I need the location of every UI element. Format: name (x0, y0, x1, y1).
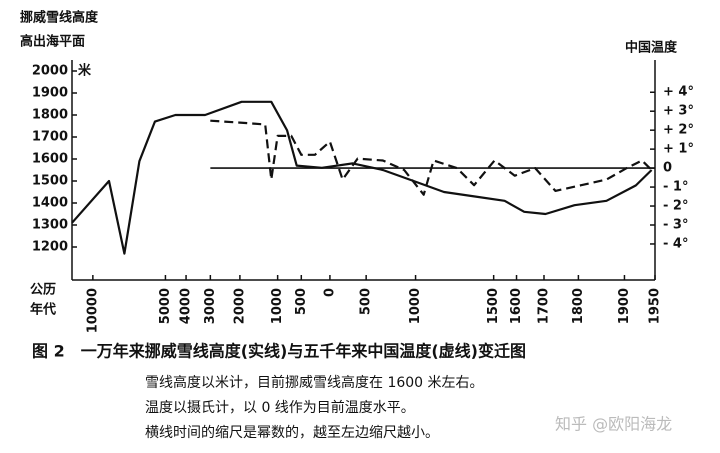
x-tick-label: 4000 (179, 288, 194, 324)
series-line (210, 119, 653, 196)
x-tick-label: 10000 (85, 288, 100, 333)
note: 横线时间的缩尺是幂数的，越至左边缩尺越小。 (145, 425, 439, 441)
y2-tick-label: + 4° (663, 85, 694, 100)
x-tick-label: 1950 (648, 288, 663, 324)
x-tick-label: 0 (322, 288, 337, 297)
watermark: 知乎 @欧阳海龙 (555, 415, 672, 434)
x-tick-label: 1000 (408, 288, 423, 324)
x-tick-label: 1000 (270, 288, 285, 324)
y2-tick-label: - 3° (663, 218, 688, 233)
y2-tick-label: - 4° (663, 236, 688, 251)
x-tick-label: 5000 (158, 288, 173, 324)
x-tick-label: 3000 (203, 288, 218, 324)
y-tick-label: 1800 (32, 108, 68, 123)
y2-tick-label: + 3° (663, 104, 694, 119)
y2-label: 中国温度 (625, 40, 678, 56)
x-tick-label: 1900 (617, 288, 632, 324)
note: 雪线高度以米计，目前挪威雪线高度在 1600 米左右。 (145, 374, 484, 391)
y-tick-label: 1300 (32, 218, 68, 233)
x-tick-label: 2000 (232, 288, 247, 324)
y-tick-label: 2000 (32, 64, 68, 79)
y-tick-label: 1700 (32, 130, 68, 145)
x-label: 年代 (30, 302, 56, 318)
x-tick-label: 1700 (536, 288, 551, 324)
caption: 图 2 一万年来挪威雪线高度(实线)与五千年来中国温度(虚线)变迁图 (32, 342, 526, 361)
y2-tick-label: 0 (663, 161, 672, 176)
y-unit: 米 (78, 63, 92, 79)
y-tick-label: 1200 (32, 240, 68, 255)
x-tick-label: 500 (359, 288, 374, 315)
y2-tick-label: - 2° (663, 199, 688, 214)
x-tick-label: 1600 (509, 288, 524, 324)
y-tick-label: 1400 (32, 196, 68, 211)
x-tick-label: 1500 (486, 288, 501, 324)
y-label: 高出海平面 (20, 34, 85, 50)
x-tick-label: 1800 (571, 288, 586, 324)
note: 温度以摄氏计，以 0 线作为目前温度水平。 (145, 399, 415, 416)
y-tick-label: 1600 (32, 152, 68, 167)
series-line (71, 100, 653, 255)
y-tick-label: 1500 (32, 174, 68, 189)
y-label: 挪威雪线高度 (20, 10, 99, 26)
x-label: 公历 (30, 283, 56, 298)
y2-tick-label: + 1° (663, 142, 694, 157)
y2-tick-label: - 1° (663, 180, 688, 195)
y-tick-label: 1900 (32, 86, 68, 101)
x-tick-label: 500 (294, 288, 309, 315)
y2-tick-label: + 2° (663, 123, 694, 138)
